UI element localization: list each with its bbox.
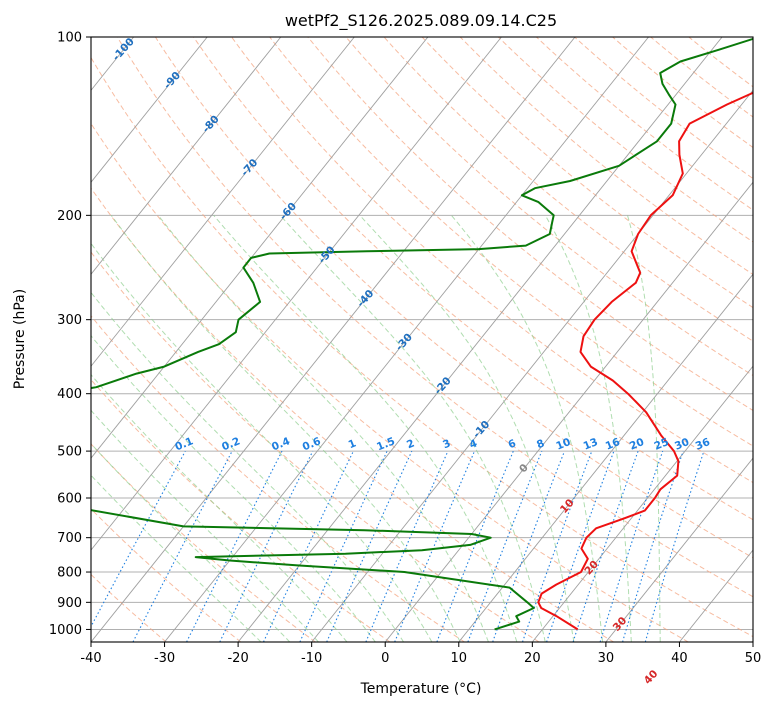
dry-adiabat [612, 37, 753, 149]
x-tick-label: 0 [381, 651, 389, 666]
isotherm [91, 37, 355, 367]
plot-frame [90, 36, 754, 643]
dry-adiabat [91, 187, 614, 642]
dry-adiabat [307, 37, 753, 412]
mixing-ratio-label: 8 [535, 437, 546, 451]
dewpoint-profile-line [91, 37, 753, 631]
dry-adiabat [91, 443, 316, 642]
mixing-ratio-line [299, 450, 388, 642]
mixing-ratio-label: 30 [673, 436, 691, 453]
dry-adiabat [421, 37, 753, 309]
mixing-ratio-line [572, 450, 639, 642]
x-tick-label: -30 [154, 651, 175, 666]
y-tick-label: 300 [57, 313, 82, 328]
isotherm [91, 37, 502, 551]
dry-adiabat [193, 37, 753, 521]
moist-adiabat [91, 334, 376, 642]
moist-adiabat [544, 215, 632, 642]
isotherm [91, 37, 576, 642]
dry-adiabat [269, 37, 753, 447]
isotherm [531, 365, 753, 642]
isotherm [458, 273, 753, 642]
y-tick-label: 200 [57, 209, 82, 224]
isotherm [311, 89, 753, 642]
moist-adiabat [213, 214, 518, 642]
mixing-ratio-label: 13 [582, 436, 600, 453]
dry-adiabat [497, 37, 753, 243]
mixing-ratio-label: 36 [694, 436, 712, 453]
moist-adiabat [359, 214, 575, 642]
mixing-ratio-label: 3 [441, 437, 452, 451]
mixing-ratio-label: 16 [604, 436, 622, 453]
x-tick-label: -20 [227, 651, 248, 666]
mixing-ratio-line [599, 450, 664, 642]
mixing-ratio-line [644, 450, 705, 642]
moist-adiabat [110, 215, 461, 642]
y-tick-label: 900 [57, 596, 82, 611]
isotherm [91, 37, 429, 459]
mixing-ratio-line [91, 450, 186, 628]
y-tick-label: 100 [57, 31, 82, 46]
dry-adiabat [91, 508, 242, 642]
mixing-ratio-line [365, 450, 449, 642]
mixing-ratio-line [219, 450, 314, 642]
y-axis-label: Pressure (hPa) [12, 289, 28, 389]
dry-adiabat [574, 37, 753, 180]
moist-adiabat [91, 409, 319, 642]
mixing-ratio-line [394, 450, 476, 642]
y-tick-label: 1000 [49, 623, 82, 638]
y-tick-label: 500 [57, 445, 82, 460]
isotherm [91, 37, 282, 275]
mixing-ratio-line [546, 450, 615, 642]
mixing-ratio-line [521, 450, 593, 642]
mixing-ratio-label: 6 [507, 437, 518, 451]
isotherm [384, 181, 753, 642]
mixing-ratio-label: 4 [468, 437, 479, 451]
isotherm [91, 37, 208, 183]
x-tick-label: -10 [301, 651, 322, 666]
moist-adiabat [91, 443, 291, 642]
dry-adiabat [154, 37, 753, 559]
mixing-ratio-line [622, 450, 684, 642]
mixing-ratio-line [326, 450, 413, 642]
dry-adiabat [91, 122, 689, 642]
isotherm [237, 37, 723, 642]
moist-adiabat [157, 214, 489, 642]
dry-adiabat [116, 37, 753, 598]
x-tick-label: 10 [451, 651, 468, 666]
y-tick-label: 600 [57, 492, 82, 507]
mixing-ratio-label: 10 [554, 436, 572, 453]
chart-title: wetPf2_S126.2025.089.09.14.C25 [285, 11, 557, 31]
mixing-ratio-line [262, 450, 354, 642]
x-tick-label: 30 [598, 651, 615, 666]
x-tick-label: -40 [80, 651, 101, 666]
mixing-ratio-label: 25 [653, 436, 671, 453]
y-tick-label: 700 [57, 531, 82, 546]
moist-adiabat [627, 215, 661, 642]
isotherm [164, 37, 649, 642]
mixing-ratio-label: 1 [347, 437, 358, 451]
x-tick-label: 20 [524, 651, 541, 666]
x-tick-label: 40 [671, 651, 688, 666]
dry-adiabat [231, 37, 753, 484]
x-tick-label: 50 [745, 651, 762, 666]
moist-adiabat [91, 373, 348, 642]
x-axis-label: Temperature (°C) [360, 681, 482, 697]
y-tick-label: 400 [57, 387, 82, 402]
dry-adiabat [383, 37, 753, 342]
dry-adiabat [345, 37, 753, 377]
isotherm [605, 457, 753, 642]
temperature-profile-line [537, 91, 753, 631]
moist-adiabat [279, 214, 546, 642]
dry-adiabat [91, 251, 540, 642]
mixing-ratio-label: 2 [405, 437, 416, 451]
mixing-ratio-label: 20 [628, 436, 646, 453]
moist-adiabat [451, 214, 604, 642]
y-tick-label: 800 [57, 566, 82, 581]
